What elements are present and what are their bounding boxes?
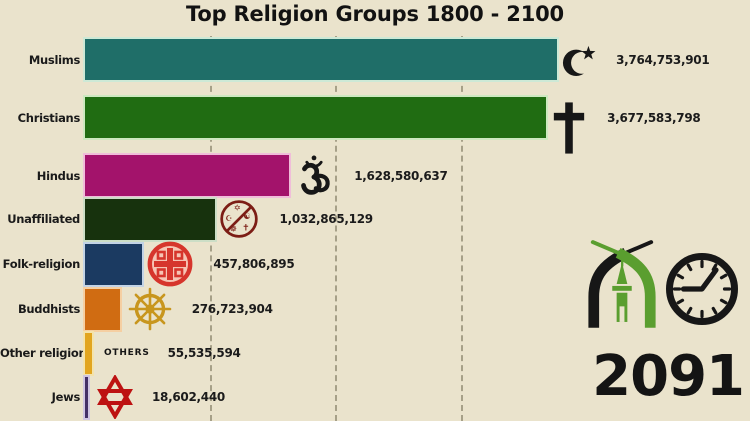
svg-text:☸: ☸ xyxy=(229,224,237,234)
bar-row-muslims: Muslims 3,764,753,901 xyxy=(0,38,750,82)
bar-value-jews: 18,602,440 xyxy=(152,390,225,404)
svg-text:☯: ☯ xyxy=(243,211,251,221)
bar-value-other-religion: 55,535,594 xyxy=(167,346,241,361)
bar-value-folk-religion: 457,806,895 xyxy=(213,257,295,272)
no-religion-icon: ✡ ☯ ☪ ✝ ☸ xyxy=(218,198,260,240)
bar-buddhists xyxy=(85,288,120,330)
bar-label-muslims: Muslims xyxy=(28,52,80,67)
bar-muslims xyxy=(85,39,558,81)
bar-row-unaffiliated: Unaffiliated ✡ ☯ ☪ ✝ ☸ 1,032,865,129 xyxy=(0,198,750,242)
bar-jews xyxy=(85,376,88,418)
crescent-star-icon xyxy=(562,41,596,79)
svg-text:✡: ✡ xyxy=(233,203,240,213)
bar-value-unaffiliated: 1,032,865,129 xyxy=(279,212,374,227)
bar-folk-religion xyxy=(85,243,143,285)
bar-value-buddhists: 276,723,904 xyxy=(191,302,273,317)
svg-text:☪: ☪ xyxy=(225,214,232,223)
folk-religion-symbol-icon xyxy=(147,241,193,287)
mosque-logo-icon xyxy=(585,238,659,332)
bar-value-christians: 3,677,583,798 xyxy=(607,110,701,125)
bar-unaffiliated xyxy=(85,198,215,240)
dharma-wheel-icon xyxy=(128,287,172,331)
bar-row-hindus: Hindus 1,628,580,637 xyxy=(0,154,750,198)
bar-value-hindus: 1,628,580,637 xyxy=(354,168,448,183)
bar-row-jews: Jews 18,602,440 xyxy=(0,375,750,419)
svg-text:✝: ✝ xyxy=(242,224,249,234)
bars-area: Muslims 3,764,753,901 Christians 3,677 xyxy=(0,38,750,419)
others-label: OTHERS xyxy=(103,348,150,359)
bar-other-religion xyxy=(85,332,92,374)
bar-label-hindus: Hindus xyxy=(36,168,81,183)
bar-value-muslims: 3,764,753,901 xyxy=(616,52,710,67)
bar-row-buddhists: Buddhists xyxy=(0,287,750,331)
gridline-3b xyxy=(461,36,463,421)
bar-row-christians: Christians 3,677,583,798 xyxy=(0,82,750,154)
year-counter: 2091 xyxy=(592,344,745,409)
channel-branding xyxy=(585,238,741,332)
bar-label-folk-religion: Folk-religion xyxy=(2,257,81,272)
om-icon xyxy=(294,155,334,197)
bar-label-christians: Christians xyxy=(17,110,81,125)
bar-label-jews: Jews xyxy=(51,390,81,404)
clock-icon xyxy=(663,250,741,332)
star-of-david-icon xyxy=(94,375,136,419)
bar-label-other-religion: Other religion xyxy=(0,346,87,361)
bar-row-folk-religion: Folk-religion 457,806,895 xyxy=(0,241,750,287)
bar-label-unaffiliated: Unaffiliated xyxy=(7,212,80,227)
christian-cross-icon xyxy=(551,102,587,154)
gridline-2b xyxy=(335,36,337,421)
chart-title: Top Religion Groups 1800 - 2100 xyxy=(186,2,564,26)
bar-label-buddhists: Buddhists xyxy=(17,302,80,317)
bar-hindus xyxy=(85,155,290,197)
bar-christians xyxy=(85,97,547,139)
bar-row-other-religion: Other religion OTHERS 55,535,594 xyxy=(0,331,750,375)
